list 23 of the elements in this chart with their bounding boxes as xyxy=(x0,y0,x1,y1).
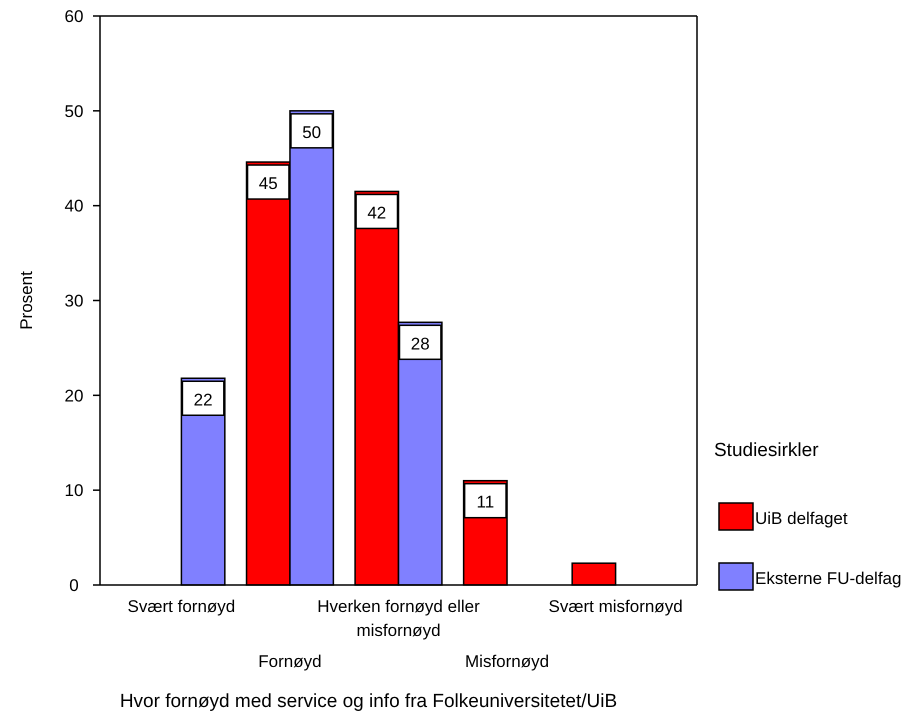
x-tick-label: Svært fornøyd xyxy=(128,597,236,616)
y-tick-label: 30 xyxy=(64,292,84,310)
legend-title: Studiesirkler xyxy=(714,440,820,461)
data-label: 42 xyxy=(367,203,386,222)
x-axis-title: Hvor fornøyd med service og info fra Folkeuniversitetet/UiB xyxy=(120,691,618,712)
data-label: 28 xyxy=(410,334,430,354)
data-label: 11 xyxy=(476,492,494,512)
x-tick-label: Svært misfornøyd xyxy=(548,597,683,616)
y-tick-label: 0 xyxy=(69,576,79,595)
y-axis-title: Prosent xyxy=(17,270,36,330)
data-label: 50 xyxy=(302,122,322,142)
legend-label: UiB delfaget xyxy=(755,509,848,528)
y-tick-label: 60 xyxy=(64,7,84,26)
data-label: 45 xyxy=(258,174,278,194)
y-tick-label: 10 xyxy=(64,481,84,500)
x-tick-label: Hverken fornøyd eller misfornøyd xyxy=(317,597,480,640)
x-tick-label: Fornøyd xyxy=(258,652,322,671)
data-label: 22 xyxy=(194,390,213,410)
legend-label: Eksterne FU-delfag xyxy=(755,569,902,588)
y-tick-label: 50 xyxy=(64,102,84,121)
x-tick-label: Misfornøyd xyxy=(465,652,550,671)
y-tick-label: 20 xyxy=(64,386,84,406)
y-tick-label: 40 xyxy=(64,196,84,216)
